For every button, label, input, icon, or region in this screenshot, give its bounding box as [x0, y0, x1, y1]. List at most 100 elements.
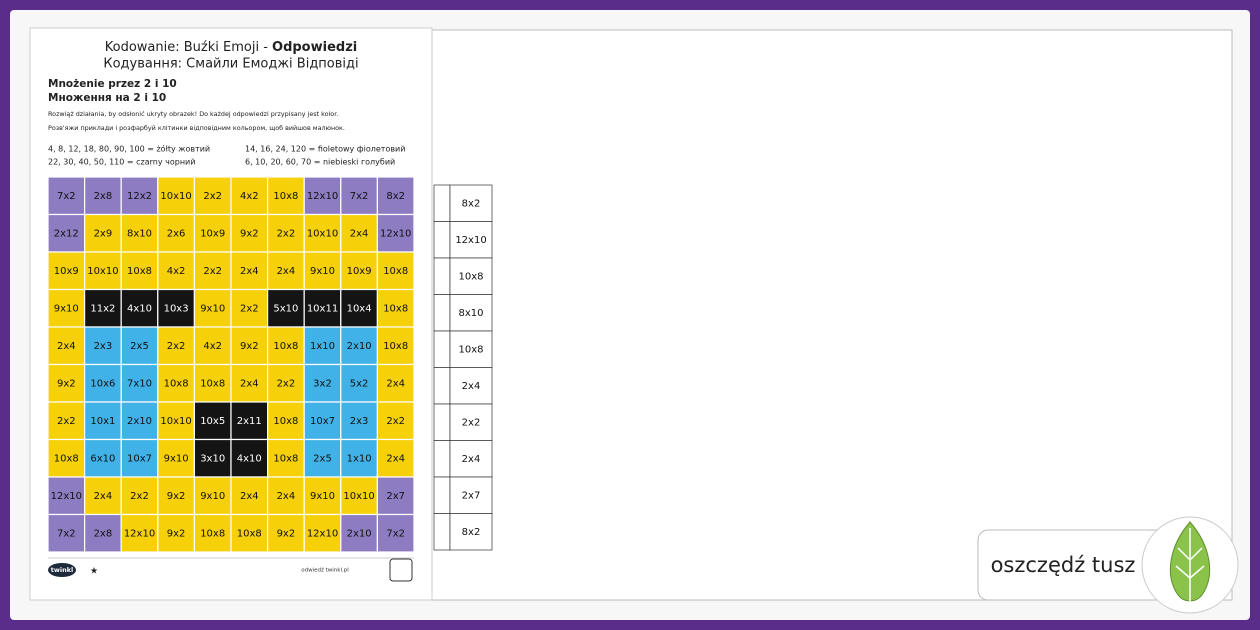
cell-label: 3x10: [200, 453, 225, 464]
grid-cell: [267, 401, 305, 441]
grid-cell: [120, 401, 159, 441]
cell-label: 10x11: [307, 303, 338, 314]
cell-label: 2x2: [277, 378, 296, 389]
cell-label: 10x8: [237, 528, 262, 539]
back-cell: [449, 440, 493, 478]
cell-label: 2x3: [94, 341, 113, 352]
cell-label: 2x10: [127, 416, 152, 427]
grid-cell: [120, 363, 159, 403]
cell-label: 12x10: [307, 528, 338, 539]
cell-label: 2x9: [94, 228, 113, 239]
cell-label: 10x10: [87, 266, 118, 277]
cell-outline: [433, 367, 451, 405]
cell-label: 4x10: [237, 453, 262, 464]
cell-label: 10x5: [200, 416, 225, 427]
cell-label: 3x2: [313, 378, 332, 389]
cell-outline: [433, 476, 451, 514]
grid-cell: [47, 213, 86, 253]
grid-cell: [230, 401, 269, 441]
cell-label: 2x10: [347, 341, 372, 352]
grid-cell: [230, 251, 269, 291]
cell-label: 7x2: [386, 528, 405, 539]
cell-label: 12x10: [124, 528, 155, 539]
grid-cell: [303, 363, 342, 403]
cell-label: 10x8: [383, 266, 408, 277]
cell-label: 2x4: [57, 341, 76, 352]
instruction: Розв'яжи приклади і розфарбуй клітинки в…: [48, 124, 345, 132]
cell-label: 2x2: [277, 228, 296, 239]
back-cell-label: 10x8: [458, 344, 483, 355]
cell-label: 9x10: [310, 266, 335, 277]
grid-cell: [376, 363, 415, 403]
grid-cell: [230, 513, 269, 553]
back-cell-label: 2x2: [462, 417, 481, 428]
leaf-veins: [1175, 528, 1205, 610]
cell-label: 10x4: [347, 303, 372, 314]
cell-label: 10x7: [127, 453, 152, 464]
cell-label: 2x2: [203, 191, 222, 202]
cell-label: 2x11: [237, 416, 262, 427]
cell-label: 10x1: [90, 416, 115, 427]
cell-label: 2x2: [386, 416, 405, 427]
cell-label: 9x2: [240, 341, 259, 352]
back-cell: [449, 476, 493, 514]
cell-label: 10x10: [343, 491, 374, 502]
grid-cell: [83, 288, 122, 328]
cell-outline: [433, 330, 451, 368]
cell-label: 1x10: [310, 341, 335, 352]
grid-cell: [230, 363, 269, 403]
back-cell: [449, 403, 493, 441]
back-cell-label: 8x2: [462, 198, 481, 209]
cell-label: 10x8: [273, 341, 298, 352]
cell-label: 2x4: [240, 491, 259, 502]
cell-label: 5x2: [350, 378, 369, 389]
legend: 14, 16, 24, 120 = fioletowy фіолетовий: [245, 145, 405, 154]
cell-label: 10x8: [273, 453, 298, 464]
cell-label: 4x2: [167, 266, 186, 277]
cell-label: 2x4: [240, 378, 259, 389]
grid-cell: [193, 213, 232, 253]
grid-cell: [376, 326, 415, 366]
cell-label: 10x8: [54, 453, 79, 464]
back-cell: [449, 221, 493, 259]
cell-outline: [433, 440, 451, 478]
back-cell: [449, 257, 493, 295]
cell-label: 9x10: [200, 491, 225, 502]
grid-cell: [303, 513, 342, 553]
cell-outline: [433, 513, 451, 551]
grid-cell: [303, 326, 342, 366]
back-sheets: 10x53x64x52x106x26x26x24x56x310x110x53x6…: [431, 29, 1233, 601]
cell-label: 10x10: [160, 416, 191, 427]
cell-label: 6x10: [90, 453, 115, 464]
cell-label: 2x4: [94, 491, 113, 502]
cell-label: 8x2: [386, 191, 405, 202]
cell-label: 12x2: [127, 191, 152, 202]
grid-cell: [47, 363, 86, 403]
grid-cell: [376, 513, 415, 553]
cell-label: 10x10: [307, 228, 338, 239]
cell-label: 4x2: [203, 341, 222, 352]
grid-cell: [340, 213, 378, 253]
title-text: Kodowanie: Buźki Emoji -: [105, 40, 272, 55]
back-cell-label: 10x8: [458, 271, 483, 282]
cell-label: 5x10: [273, 303, 298, 314]
badge-icon: [389, 558, 413, 582]
grid-cell: [47, 326, 86, 366]
grid-cell: [303, 213, 342, 253]
back-cell-label: 2x7: [462, 490, 481, 501]
ink-label: oszczędź tusz: [991, 553, 1136, 577]
grid-cell: [120, 213, 159, 253]
grid-cell: [340, 476, 378, 516]
cell-label: 7x2: [57, 528, 76, 539]
cell-label: 2x7: [386, 491, 405, 502]
logo: twinkl: [51, 566, 74, 574]
star: ★: [90, 567, 98, 577]
cell-label: 2x4: [277, 266, 296, 277]
cell-label: 9x10: [54, 303, 79, 314]
back-cell: [449, 294, 493, 332]
cell-label: 10x8: [383, 303, 408, 314]
cell-label: 4x10: [127, 303, 152, 314]
cell-label: 2x4: [277, 491, 296, 502]
grid-cell: [340, 438, 378, 478]
